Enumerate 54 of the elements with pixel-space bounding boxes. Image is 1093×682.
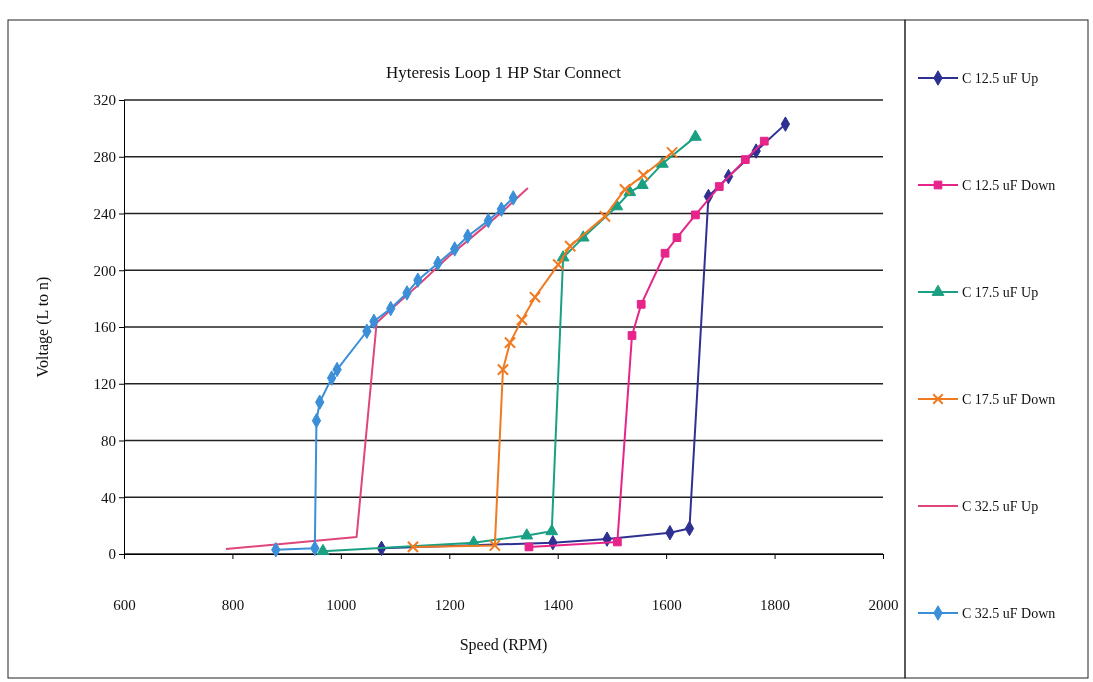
point (488, 539, 501, 552)
y-tick-label: 80 (101, 432, 116, 449)
line-series (224, 186, 529, 551)
y-tick-label: 160 (93, 319, 116, 336)
point (740, 155, 750, 164)
x-tick-label: 1000 (326, 596, 357, 613)
y-tick-label: 320 (93, 92, 116, 109)
point (689, 129, 702, 141)
point (528, 291, 542, 304)
x-tick-label: 1200 (434, 596, 465, 613)
point (496, 363, 510, 376)
point (552, 258, 565, 271)
x-tick-label: 800 (221, 596, 245, 613)
point (627, 331, 637, 340)
x-tick-label: 1600 (651, 596, 682, 613)
y-tick-label: 280 (93, 149, 116, 166)
legend-label: C 12.5 uF Up (962, 71, 1039, 86)
point (564, 240, 577, 253)
point (637, 169, 650, 182)
legend-label: C 17.5 uF Up (962, 285, 1039, 300)
y-tick-label: 240 (93, 205, 116, 222)
point (635, 177, 649, 190)
point (660, 248, 670, 258)
chart-title: Hyteresis Loop 1 HP Star Connect (386, 63, 622, 82)
y-tick-label: 0 (108, 546, 116, 563)
point (515, 313, 529, 327)
point (691, 210, 700, 220)
x-tick-label: 1400 (543, 596, 574, 613)
point (636, 299, 646, 309)
x-tick-label: 1800 (760, 596, 791, 613)
point (520, 528, 534, 540)
point (612, 537, 622, 547)
point (665, 146, 679, 159)
point (316, 543, 330, 556)
legend-label: C 12.5 uF Down (962, 178, 1056, 193)
point (759, 136, 769, 146)
point (406, 540, 420, 554)
legend-label: C 32.5 uF Up (962, 499, 1039, 514)
y-tick-label: 40 (101, 489, 116, 506)
y-tick-label: 120 (93, 376, 116, 393)
legend-label: C 32.5 uF Down (962, 606, 1056, 621)
point (503, 336, 517, 349)
legend-label: C 17.5 uF Down (962, 392, 1056, 407)
point (618, 183, 632, 196)
y-tick-label: 200 (93, 262, 116, 279)
x-tick-label: 2000 (868, 596, 899, 613)
x-axis-title: Speed (RPM) (459, 636, 548, 654)
point (524, 542, 534, 552)
point (598, 210, 611, 223)
y-axis-title: Voltage (L to n) (34, 276, 52, 378)
x-tick-label: 600 (113, 596, 136, 613)
point (545, 524, 559, 536)
point (714, 182, 724, 191)
point (672, 233, 682, 242)
